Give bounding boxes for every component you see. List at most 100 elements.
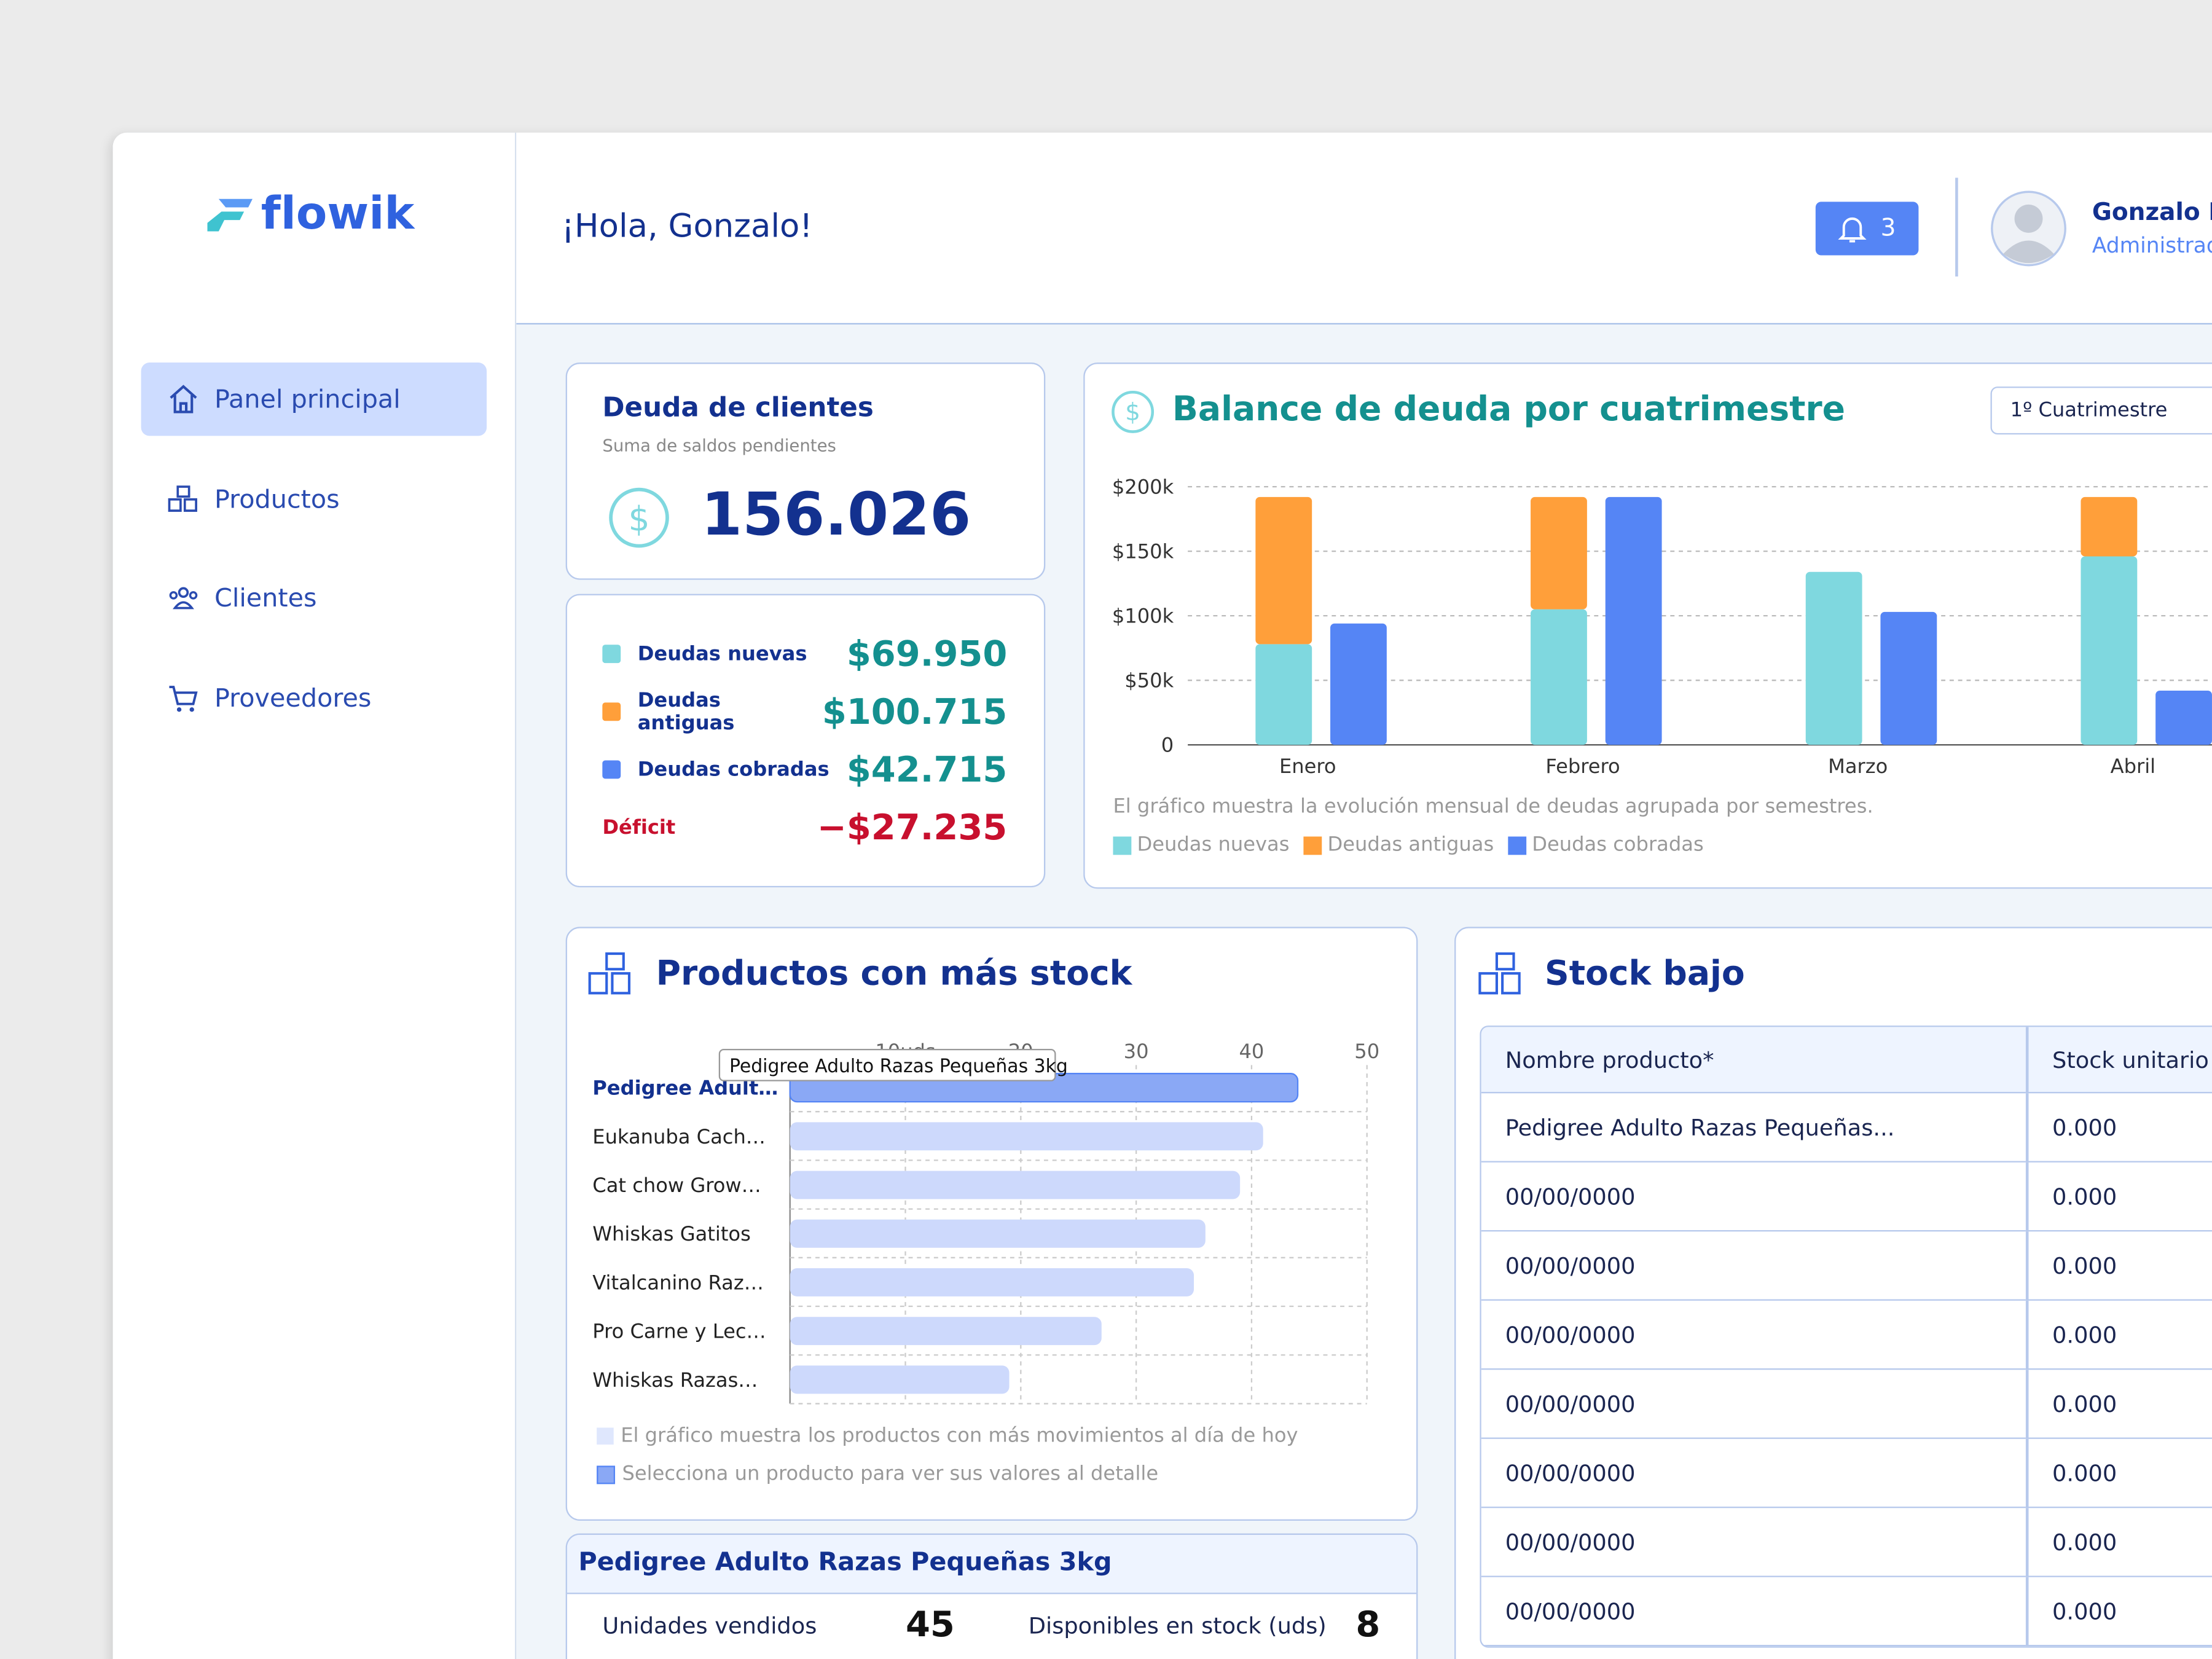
nav-label: Proveedores xyxy=(214,683,372,713)
icon xyxy=(170,385,197,414)
row-label: Deudas cobradas xyxy=(637,758,830,781)
nav-label: Clientes xyxy=(214,583,317,613)
swatch xyxy=(597,1465,616,1484)
table-cell: 00/00/0000 xyxy=(1481,1507,2029,1577)
detail-value: 8 xyxy=(1355,1604,1381,1645)
svg-text:$: $ xyxy=(629,499,650,538)
row-value: −$27.235 xyxy=(817,807,1008,848)
table-cell: 00/00/0000 xyxy=(1481,1576,2029,1647)
detail-title: Pedigree Adulto Razas Pequeñas 3kg xyxy=(567,1534,1417,1594)
bell-icon xyxy=(1838,217,1867,243)
legend-swatch xyxy=(1113,836,1132,855)
breakdown-row: Deudas antiguas $100.715 xyxy=(602,683,1007,740)
table-cell: 00/00/0000 xyxy=(1481,1300,2029,1370)
sidebar xyxy=(112,132,517,1659)
table-frame: Nombre producto* Stock unitario Pedigree… xyxy=(1480,1026,2212,1648)
table-cell: 00/00/0000 xyxy=(1481,1161,2029,1232)
table-cell: 0.000 xyxy=(2026,1092,2212,1163)
legend-label: Deudas antiguas xyxy=(1327,833,1494,857)
legend-item: Deudas nuevas xyxy=(1113,834,1289,857)
row-label: Deudas nuevas xyxy=(637,642,807,665)
note-text: El gráfico muestra los productos con más… xyxy=(621,1424,1298,1448)
user-role: Administrad xyxy=(2092,232,2212,259)
chart-note: Selecciona un producto para ver sus valo… xyxy=(597,1463,1158,1486)
icon xyxy=(169,686,198,712)
breakdown-row: Deudas cobradas $42.715 xyxy=(602,740,1007,798)
column-header: Nombre producto* xyxy=(1481,1027,2029,1094)
nav-item[interactable]: Clientes xyxy=(141,562,487,635)
table-cell: 0.000 xyxy=(2026,1161,2212,1232)
breakdown-row: Deudas nuevas $69.950 xyxy=(602,625,1007,683)
table-row: Pedigree Adulto Razas Pequeñas... 0.000 xyxy=(1481,1092,2212,1163)
row-value: $42.715 xyxy=(846,749,1008,790)
table-cell: 0.000 xyxy=(2026,1231,2212,1301)
detail-value: 45 xyxy=(905,1604,955,1645)
notification-count: 3 xyxy=(1880,214,1896,243)
table-cell: 0.000 xyxy=(2026,1576,2212,1647)
table-cell: 0.000 xyxy=(2026,1369,2212,1439)
logo-text: flowik xyxy=(261,186,415,240)
legend-label: Deudas cobradas xyxy=(1532,833,1704,857)
box-icon xyxy=(1478,952,1521,995)
detail-label: Disponibles en stock (uds) xyxy=(1028,1612,1327,1639)
table-cell: Pedigree Adulto Razas Pequeñas... xyxy=(1481,1092,2029,1163)
breakdown-card xyxy=(565,594,1046,888)
legend-item: Deudas cobradas xyxy=(1508,834,1704,857)
legend-label: Deudas nuevas xyxy=(1137,833,1290,857)
svg-text:$: $ xyxy=(1125,399,1140,426)
table-row: 00/00/0000 0.000 xyxy=(1481,1231,2212,1301)
note-text: Selecciona un producto para ver sus valo… xyxy=(622,1462,1159,1486)
detail-label: Unidades vendidos xyxy=(602,1612,817,1639)
table-row: 00/00/0000 0.000 xyxy=(1481,1161,2212,1232)
table-cell: 0.000 xyxy=(2026,1507,2212,1577)
period-select[interactable]: 1º Cuatrimestre xyxy=(1990,386,2212,435)
icon xyxy=(169,587,198,610)
nav-item[interactable]: Panel principal xyxy=(141,363,487,436)
deficit-row: Déficit −$27.235 xyxy=(602,798,1007,856)
user-name: Gonzalo Ló xyxy=(2092,198,2212,227)
swatch xyxy=(602,645,621,664)
divider xyxy=(1955,178,1958,276)
table-cell: 00/00/0000 xyxy=(1481,1231,2029,1301)
dollar-icon: $ xyxy=(1112,390,1155,433)
chart-title: Productos con más stock xyxy=(656,954,1132,994)
row-value: $69.950 xyxy=(846,633,1008,675)
table-cell: 00/00/0000 xyxy=(1481,1438,2029,1508)
card-title: Deuda de clientes xyxy=(602,392,874,423)
legend-swatch xyxy=(1508,836,1527,855)
breakdown-list: Deudas nuevas $69.950 Deudas antiguas $100.… xyxy=(602,625,1007,857)
notifications-button[interactable]: 3 xyxy=(1815,202,1919,256)
table-row: 00/00/0000 0.000 xyxy=(1481,1507,2212,1577)
nav-label: Panel principal xyxy=(214,384,401,414)
debt-total: 156.026 xyxy=(701,479,971,549)
table-row: 00/00/0000 0.000 xyxy=(1481,1438,2212,1508)
legend-item: Deudas antiguas xyxy=(1303,834,1494,857)
swatch xyxy=(602,760,621,779)
legend-swatch xyxy=(1303,836,1322,855)
swatch xyxy=(597,1427,614,1445)
table-cell: 0.000 xyxy=(2026,1438,2212,1508)
chart-note: El gráfico muestra la evolución mensual … xyxy=(1113,795,1873,818)
table-row: 00/00/0000 0.000 xyxy=(1481,1576,2212,1647)
card-title: Stock bajo xyxy=(1545,954,1745,994)
table-row: 00/00/0000 0.000 xyxy=(1481,1369,2212,1439)
logo-icon xyxy=(207,198,253,232)
table-cell: 0.000 xyxy=(2026,1300,2212,1370)
column-header: Stock unitario xyxy=(2026,1027,2212,1094)
table-cell: 00/00/0000 xyxy=(1481,1369,2029,1439)
chart-note: El gráfico muestra los productos con más… xyxy=(597,1425,1298,1448)
box-icon xyxy=(588,952,631,995)
detail-card: Pedigree Adulto Razas Pequeñas 3kg xyxy=(565,1533,1418,1659)
row-value: $100.715 xyxy=(822,691,1008,732)
avatar[interactable] xyxy=(1991,190,2067,267)
nav-item[interactable]: Productos xyxy=(141,463,487,536)
row-label: Déficit xyxy=(602,816,676,839)
logo: flowik xyxy=(205,186,414,240)
header xyxy=(516,132,2212,325)
nav-item[interactable]: Proveedores xyxy=(141,662,487,735)
legend: Deudas nuevas Deudas antiguas Deudas cobra… xyxy=(1113,834,1704,857)
greeting: ¡Hola, Gonzalo! xyxy=(561,208,813,246)
low-stock-table: Nombre producto* Stock unitario Pedigree… xyxy=(1481,1027,2212,1647)
